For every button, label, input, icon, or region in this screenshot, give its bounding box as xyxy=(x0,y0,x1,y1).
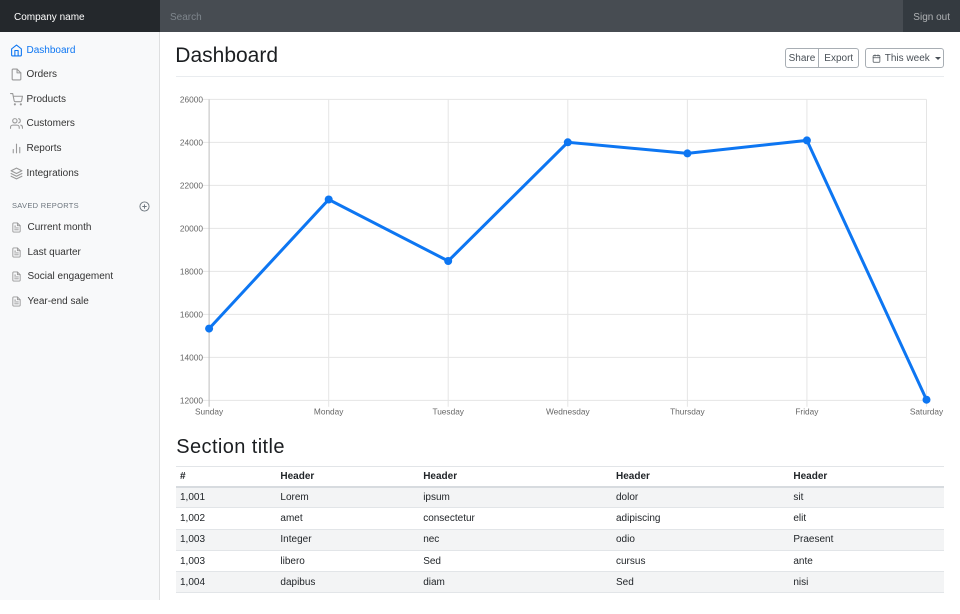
svg-text:Monday: Monday xyxy=(314,407,344,417)
svg-text:26000: 26000 xyxy=(180,94,203,104)
svg-text:Friday: Friday xyxy=(795,407,819,417)
svg-text:20000: 20000 xyxy=(180,223,203,233)
svg-text:24000: 24000 xyxy=(180,137,203,147)
svg-text:Saturday: Saturday xyxy=(910,407,944,417)
svg-text:Tuesday: Tuesday xyxy=(432,407,464,417)
svg-text:22000: 22000 xyxy=(180,180,203,190)
svg-text:Sunday: Sunday xyxy=(195,407,224,417)
svg-text:16000: 16000 xyxy=(180,309,203,319)
svg-text:14000: 14000 xyxy=(180,352,203,362)
svg-text:18000: 18000 xyxy=(180,266,203,276)
svg-text:Thursday: Thursday xyxy=(670,407,705,417)
svg-text:Wednesday: Wednesday xyxy=(546,407,591,417)
svg-text:12000: 12000 xyxy=(180,395,203,405)
